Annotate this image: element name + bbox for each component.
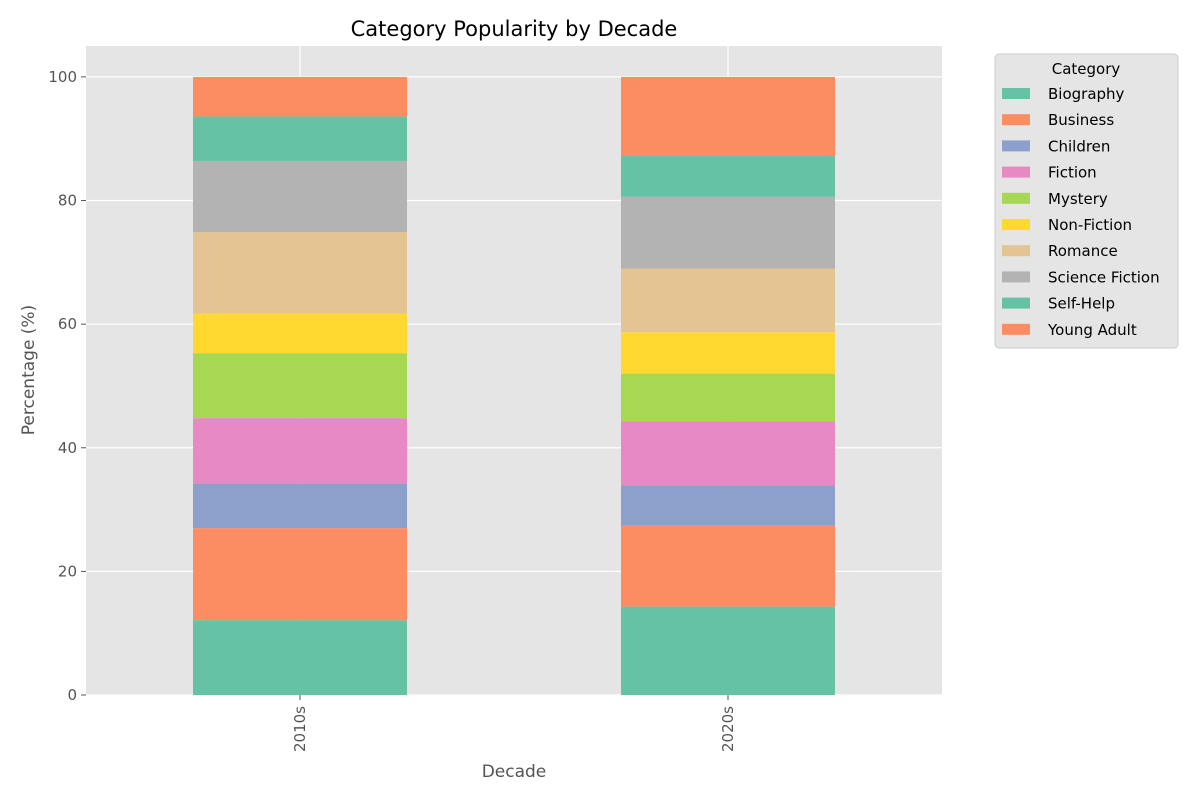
chart-title: Category Popularity by Decade [351,17,678,41]
bar-segment-self-help-2020s [621,156,835,197]
bar-segment-business-2010s [193,528,407,620]
legend-label: Romance [1048,242,1118,260]
bar-segment-romance-2020s [621,269,835,333]
legend-label: Children [1048,137,1110,155]
legend-swatch [1002,219,1030,230]
y-tick-label: 40 [58,439,77,457]
bar-segment-non-fiction-2010s [193,314,407,354]
bar-segment-romance-2010s [193,232,407,314]
legend-swatch [1002,324,1030,335]
legend-label: Fiction [1048,164,1097,182]
y-tick-label: 20 [58,562,77,580]
legend-swatch [1002,193,1030,204]
bar-segment-business-2020s [621,526,835,607]
bar-segment-fiction-2010s [193,418,407,484]
legend-label: Young Adult [1047,321,1137,339]
legend-swatch [1002,88,1030,99]
legend-swatch [1002,114,1030,125]
bar-segment-young-adult-2010s [193,77,407,117]
bar-segment-self-help-2010s [193,116,407,161]
bar-segment-fiction-2020s [621,421,835,485]
bar-segment-children-2010s [193,484,407,529]
legend: Category Biography Business Children Fictio… [995,54,1178,348]
legend-swatch [1002,298,1030,309]
bar-segment-young-adult-2020s [621,77,835,156]
bar-segment-science-fiction-2020s [621,197,835,269]
x-axis-label: Decade [482,762,547,782]
bar-segment-science-fiction-2010s [193,161,407,232]
bar-segment-mystery-2010s [193,353,407,418]
legend-title: Category [1052,60,1121,78]
legend-swatch [1002,245,1030,256]
bar-segment-children-2020s [621,485,835,525]
legend-label: Business [1048,111,1114,129]
legend-label: Science Fiction [1048,268,1160,286]
y-tick-label: 60 [58,315,77,333]
x-tick-label: 2020s [719,706,737,752]
x-tick-label: 2010s [291,706,309,752]
y-tick-label: 80 [58,192,77,210]
legend-swatch [1002,271,1030,282]
legend-label: Self-Help [1048,295,1115,313]
y-axis-label: Percentage (%) [19,305,39,435]
y-tick-label: 0 [67,686,77,704]
legend-label: Biography [1048,85,1125,103]
bar-segment-mystery-2020s [621,374,835,422]
legend-label: Mystery [1048,190,1108,208]
bar-segment-biography-2010s [193,620,407,695]
legend-label: Non-Fiction [1048,216,1132,234]
bar-segment-non-fiction-2020s [621,332,835,373]
legend-swatch [1002,167,1030,178]
legend-swatch [1002,140,1030,151]
bar-segment-biography-2020s [621,607,835,695]
y-tick-label: 100 [48,68,77,86]
